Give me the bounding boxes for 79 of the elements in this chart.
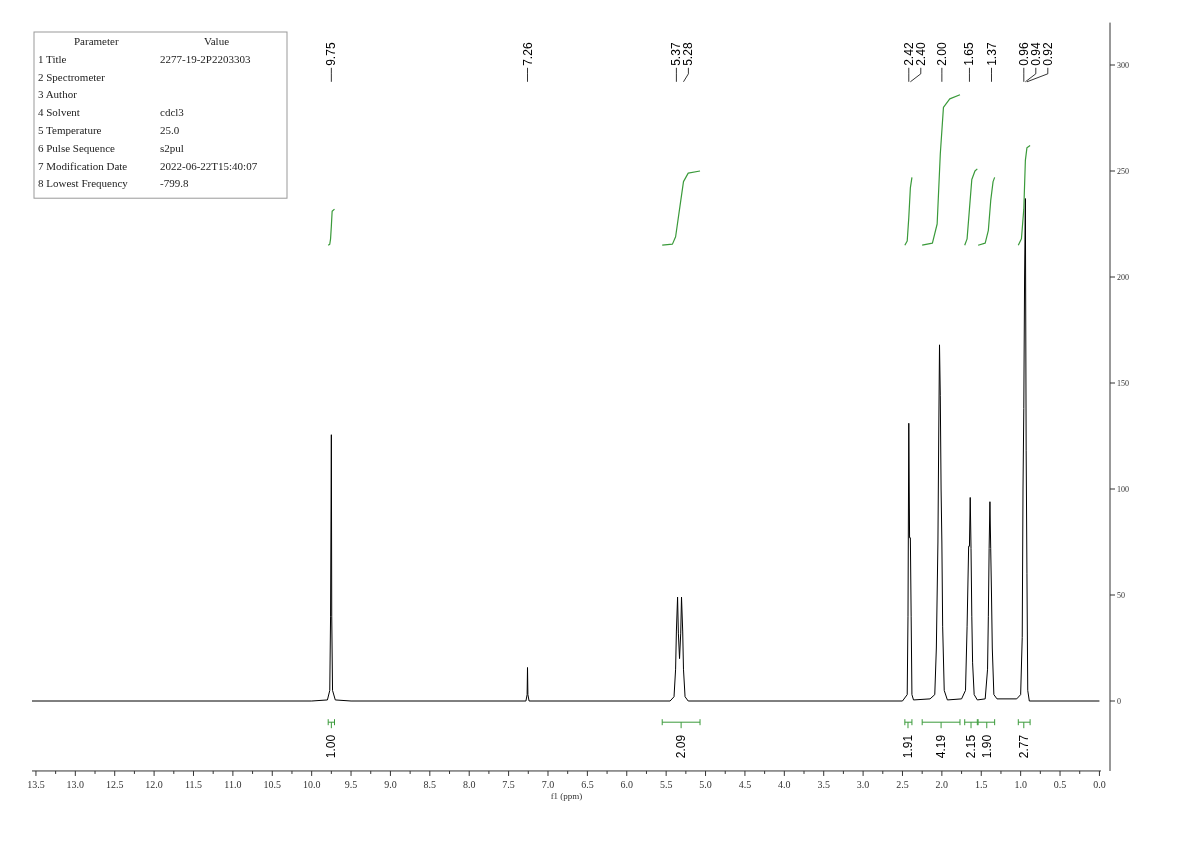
- x-tick-label: 7.0: [541, 778, 555, 790]
- annotation: 1.91: [901, 734, 915, 759]
- category-label: 2 Spectrometer: [38, 70, 106, 83]
- x-tick-label: 5.5: [659, 778, 673, 790]
- annotation: 2.40: [913, 42, 928, 66]
- annotation: 0.92: [1040, 42, 1055, 66]
- x-tick-label: 13.5: [27, 778, 45, 790]
- line-series: [327, 208, 336, 246]
- annotation: 9.75: [324, 42, 339, 66]
- x-tick-label: 6.0: [620, 778, 634, 790]
- x-tick-label: 6.5: [581, 778, 594, 790]
- x-tick-label: 11.5: [184, 778, 203, 790]
- category-label: cdcl3: [160, 106, 184, 119]
- x-tick-label: 11.0: [224, 778, 242, 790]
- x-tick-label: 12.0: [145, 778, 163, 790]
- category-label: 8 Lowest Frequency: [38, 177, 129, 190]
- y-tick-label: 50: [1117, 591, 1125, 600]
- annotation: 0.96: [1016, 42, 1031, 66]
- y-tick-label: 100: [1117, 485, 1129, 494]
- x-tick-label: 4.0: [778, 778, 791, 790]
- y-tick-label: 200: [1117, 273, 1129, 282]
- x-tick-label: 3.0: [856, 778, 870, 790]
- x-tick-label: 13.0: [66, 778, 85, 790]
- x-tick-label: 0.5: [1053, 778, 1067, 790]
- annotation: 5.37: [669, 42, 684, 66]
- annotation: 4.19: [934, 734, 949, 759]
- annotation: 1.90: [979, 734, 994, 759]
- annotation: 2.77: [1016, 734, 1031, 759]
- category-label: 4 Solvent: [38, 106, 80, 119]
- x-tick-label: 2.0: [935, 778, 949, 790]
- x-tick-label: 8.0: [462, 778, 476, 790]
- x-tick-label: 1.0: [1014, 778, 1027, 790]
- y-tick-label: 0: [1117, 697, 1121, 706]
- category-label: 5 Temperature: [38, 124, 102, 136]
- y-tick-label: 250: [1117, 167, 1129, 176]
- y-tick-label: 150: [1117, 379, 1129, 388]
- line-series: [977, 176, 996, 246]
- category-label: 2022-06-22T15:40:07: [160, 159, 258, 172]
- category-label: -799.8: [160, 177, 189, 190]
- category-label: 2277-19-2P2203303: [160, 52, 251, 65]
- x-tick-label: 3.5: [817, 778, 830, 790]
- line-series: [904, 176, 913, 246]
- x-tick-label: 4.5: [738, 778, 752, 790]
- category-label: 3 Author: [38, 88, 78, 101]
- category-label: Parameter: [74, 35, 119, 47]
- x-tick-label: 9.5: [344, 778, 358, 790]
- x-tick-label: 9.0: [384, 778, 397, 790]
- x-tick-label: 8.5: [423, 778, 437, 790]
- annotation: 1.00: [324, 734, 339, 759]
- category-label: 7 Modification Date: [38, 159, 128, 172]
- x-tick-label: 12.5: [105, 778, 124, 790]
- y-tick-label: 300: [1117, 61, 1129, 70]
- category-label: s2pul: [160, 141, 184, 154]
- annotation: 1.65: [962, 42, 977, 66]
- line-series: [921, 94, 961, 246]
- x-tick-label: 5.0: [699, 778, 712, 790]
- annotation: 2.09: [674, 734, 689, 759]
- annotation: 0.94: [1028, 42, 1043, 66]
- x-tick-label: 10.5: [263, 778, 282, 790]
- annotation: 7.26: [520, 42, 535, 66]
- annotation: 2.00: [934, 42, 949, 66]
- category-label: 1 Title: [38, 52, 67, 65]
- line-series: [661, 170, 701, 246]
- category-label: 6 Pulse Sequence: [38, 141, 116, 154]
- category-label: Value: [204, 35, 230, 47]
- x-tick-label: 2.5: [896, 778, 909, 790]
- line-series: [1017, 144, 1031, 246]
- line-series: [964, 168, 978, 246]
- annotation: 2.42: [901, 42, 916, 66]
- annotation: 1.37: [984, 42, 999, 66]
- x-tick-label: 10.0: [302, 778, 321, 790]
- line-series: [31, 198, 1100, 702]
- x-axis-title: f1 (ppm): [550, 790, 583, 801]
- x-tick-label: 0.0: [1093, 778, 1106, 790]
- annotation: 5.28: [681, 42, 696, 66]
- x-tick-label: 1.5: [975, 778, 988, 790]
- x-tick-label: 7.5: [502, 778, 515, 790]
- category-label: 25.0: [160, 124, 180, 136]
- annotation: 2.15: [964, 734, 979, 759]
